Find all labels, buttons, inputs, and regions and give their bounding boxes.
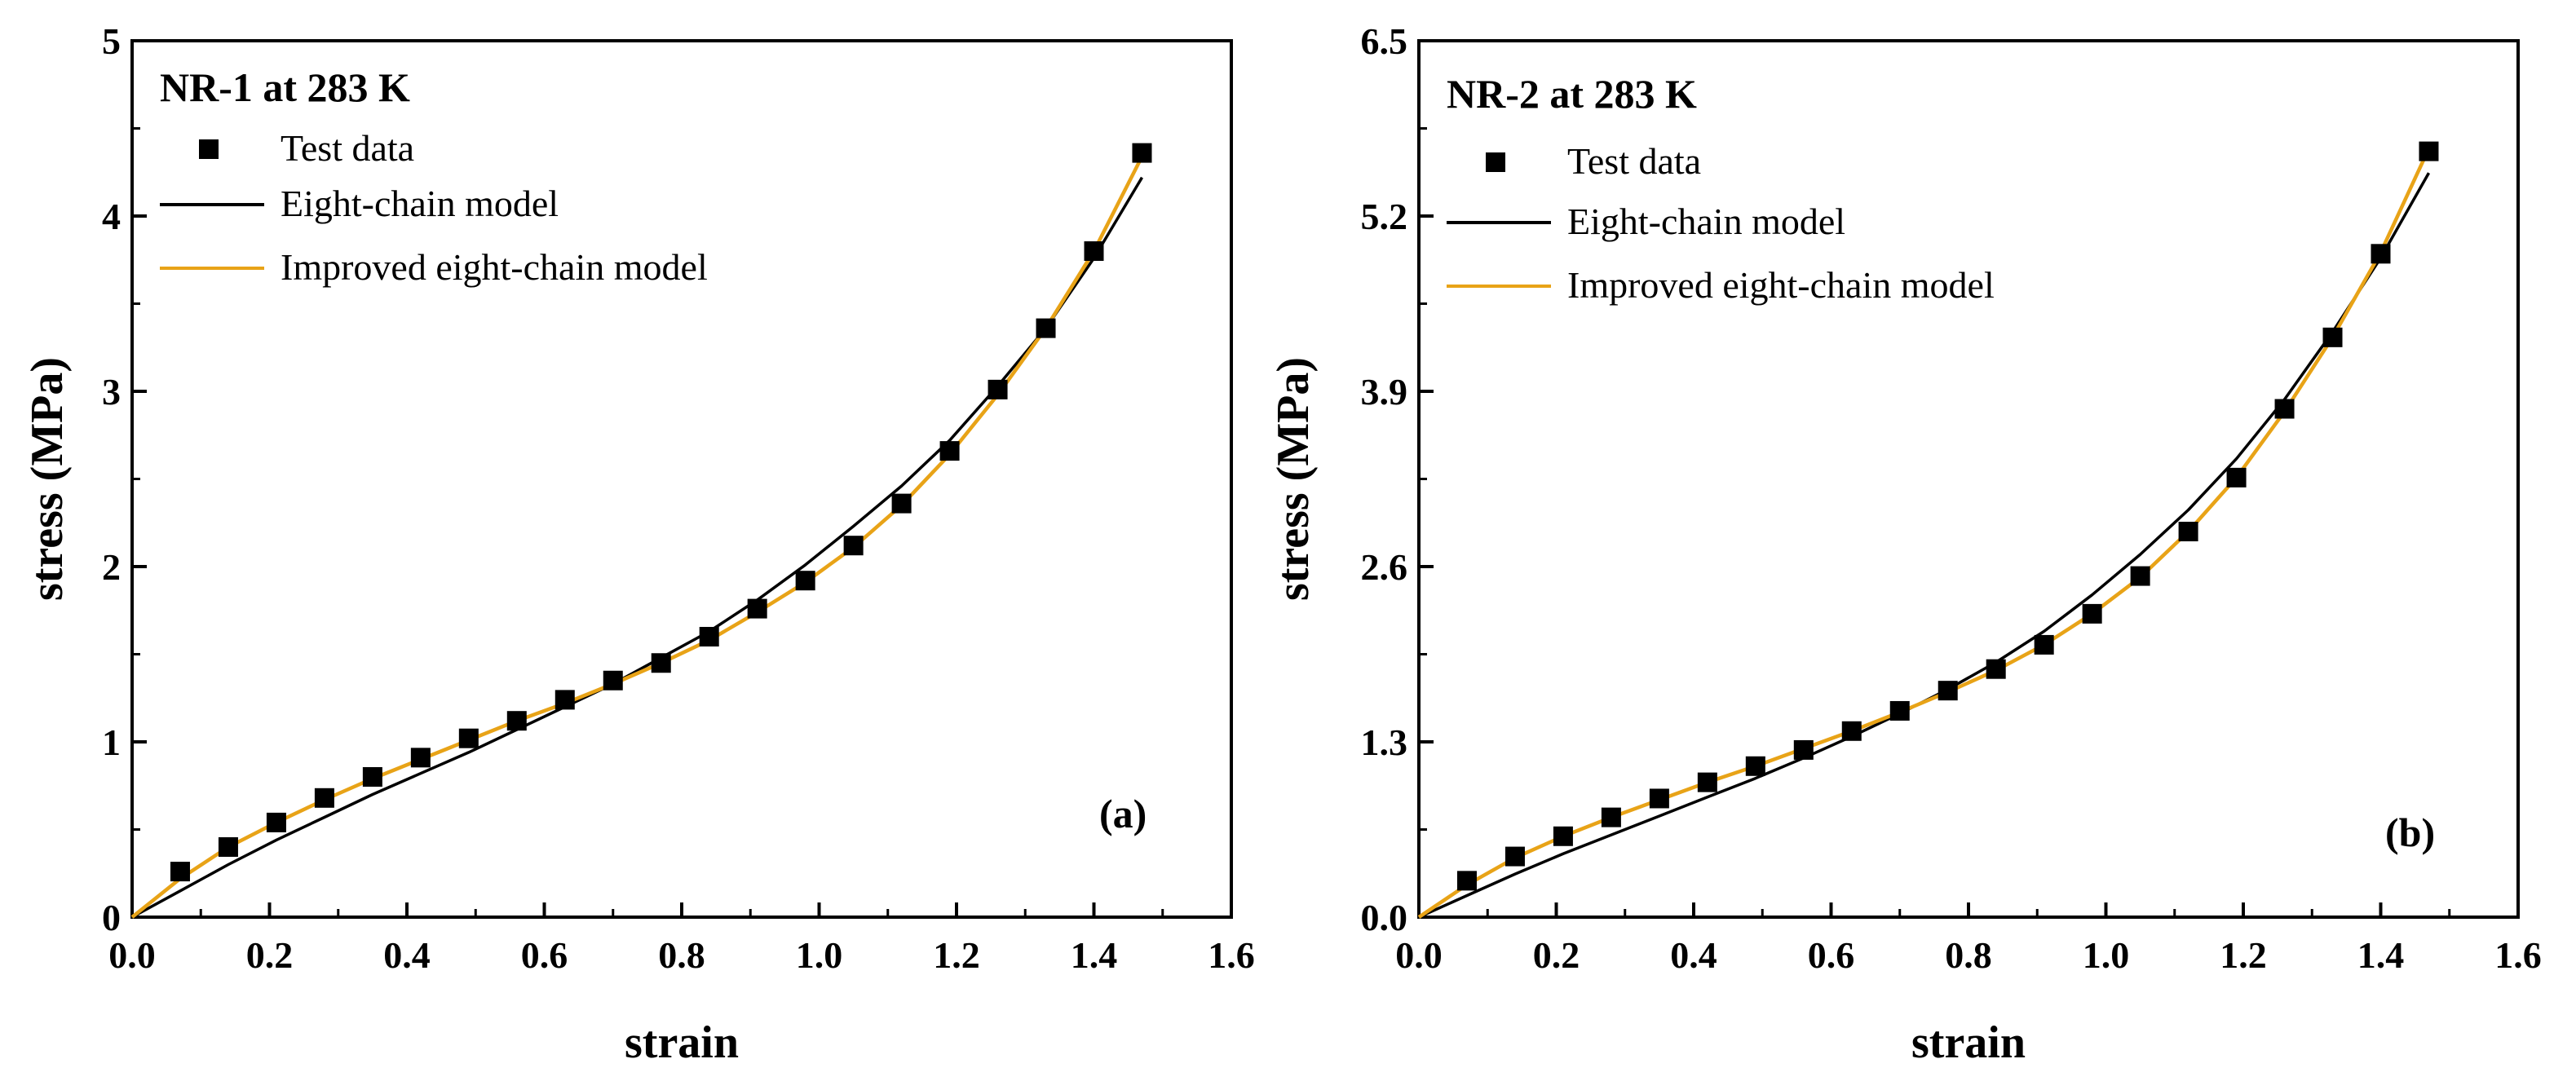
test-data-point (2178, 522, 2198, 541)
x-tick-label: 1.6 (1208, 934, 1255, 976)
x-axis-label: strain (1911, 1017, 2026, 1068)
y-tick-label: 4 (102, 196, 121, 237)
test-data-point (506, 711, 527, 731)
y-tick-label: 6.5 (1361, 20, 1408, 62)
test-data-point (458, 728, 479, 748)
y-tick-label: 2.6 (1361, 546, 1408, 588)
chart-title: NR-2 at 283 K (1447, 71, 1697, 117)
test-data-point (843, 536, 864, 556)
x-tick-label: 0.6 (521, 934, 568, 976)
test-data-point (699, 627, 719, 646)
legend-label-test-data: Test data (281, 127, 414, 169)
test-data-point (988, 379, 1008, 399)
test-data-point (603, 670, 623, 691)
x-tick-label: 1.0 (2083, 934, 2130, 976)
x-tick-label: 0.8 (1945, 934, 1992, 976)
legend-marker-test-data (1486, 152, 1505, 172)
test-data-point (1601, 807, 1621, 827)
y-tick-label: 1 (102, 721, 121, 763)
test-data-point (795, 571, 815, 591)
legend-label-improved-eight-chain: Improved eight-chain model (1567, 264, 1995, 306)
x-tick-label: 0.4 (1670, 934, 1717, 976)
test-data-point (2082, 603, 2102, 624)
y-tick-label: 0.0 (1361, 897, 1408, 938)
legend-marker-test-data (199, 139, 219, 159)
y-tick-label: 3.9 (1361, 371, 1408, 413)
x-tick-label: 1.2 (2220, 934, 2267, 976)
improved-eight-chain-model-line (130, 155, 1144, 919)
test-data-point (1841, 721, 1862, 741)
test-data-point (1036, 318, 1056, 338)
chart-title: NR-1 at 283 K (160, 64, 410, 110)
test-data-point (362, 767, 382, 787)
legend-label-eight-chain: Eight-chain model (1567, 201, 1845, 242)
x-tick-label: 0.0 (108, 934, 156, 976)
x-tick-label: 0.2 (246, 934, 294, 976)
x-tick-label: 0.0 (1395, 934, 1443, 976)
test-data-point (891, 493, 912, 514)
x-tick-label: 0.6 (1808, 934, 1855, 976)
test-data-point (266, 812, 286, 832)
test-data-point (2130, 566, 2150, 586)
legend-label-improved-eight-chain: Improved eight-chain model (281, 246, 708, 288)
test-data-point (2226, 467, 2247, 488)
test-data-point (1084, 241, 1104, 261)
x-tick-label: 1.4 (1071, 934, 1118, 976)
test-data-point (170, 862, 190, 882)
test-data-point (1889, 700, 1910, 721)
test-data-point (1986, 659, 2006, 679)
test-data-point (1132, 143, 1152, 163)
test-data-point (651, 653, 671, 673)
test-data-point (218, 837, 238, 857)
test-data-point (314, 788, 334, 808)
test-data-point (1938, 681, 1958, 701)
test-data-point (555, 690, 575, 710)
x-tick-label: 1.4 (2357, 934, 2405, 976)
y-tick-label: 0 (102, 897, 121, 938)
y-tick-label: 5 (102, 20, 121, 62)
test-data-point (2322, 327, 2343, 347)
x-tick-label: 1.6 (2494, 934, 2542, 976)
test-data-point (1505, 846, 1525, 867)
improved-eight-chain-model-line (1417, 148, 2431, 919)
plot-frame (130, 39, 1233, 919)
eight-chain-model-line (131, 176, 1144, 919)
legend-label-test-data: Test data (1567, 140, 1701, 182)
y-tick-label: 3 (102, 371, 121, 413)
test-data-point (2371, 244, 2391, 264)
x-axis-label: strain (625, 1017, 739, 1068)
chart-panel-b: 0.0 0.2 0.4 0.6 0.8 1.0 1.2 1.4 1.6 0.0 1.3 2.6 3.9 5… (1268, 20, 2542, 1068)
x-tick-label: 0.4 (383, 934, 431, 976)
test-data-point (410, 748, 431, 768)
x-tick-label: 1.0 (796, 934, 843, 976)
test-data-point (1553, 826, 1573, 846)
x-tick-label: 0.2 (1533, 934, 1580, 976)
y-tick-label: 1.3 (1361, 721, 1408, 763)
test-data-point (747, 598, 767, 619)
test-data-point (1456, 871, 1477, 891)
y-tick-label: 5.2 (1361, 196, 1408, 237)
test-data-point (2274, 399, 2295, 419)
panel-label: (a) (1099, 791, 1147, 836)
test-data-point (939, 441, 960, 461)
y-axis-label: stress (MPa) (22, 357, 73, 601)
test-data-point (1745, 756, 1765, 776)
test-data-point (1793, 739, 1814, 760)
test-data-point (1649, 788, 1669, 809)
y-tick-label: 2 (102, 546, 121, 588)
y-axis-label: stress (MPa) (1268, 357, 1319, 601)
x-tick-label: 1.2 (933, 934, 980, 976)
test-data-point (2034, 634, 2054, 655)
legend-label-eight-chain: Eight-chain model (281, 183, 559, 224)
test-data-point (2419, 141, 2439, 161)
panel-label: (b) (2385, 810, 2435, 855)
x-tick-label: 0.8 (658, 934, 705, 976)
chart-panel-a: 0.0 0.2 0.4 0.6 0.8 1.0 1.2 1.4 1.6 0 1 2 3 4 5 strain s… (22, 20, 1255, 1068)
test-data-point (1697, 772, 1717, 792)
